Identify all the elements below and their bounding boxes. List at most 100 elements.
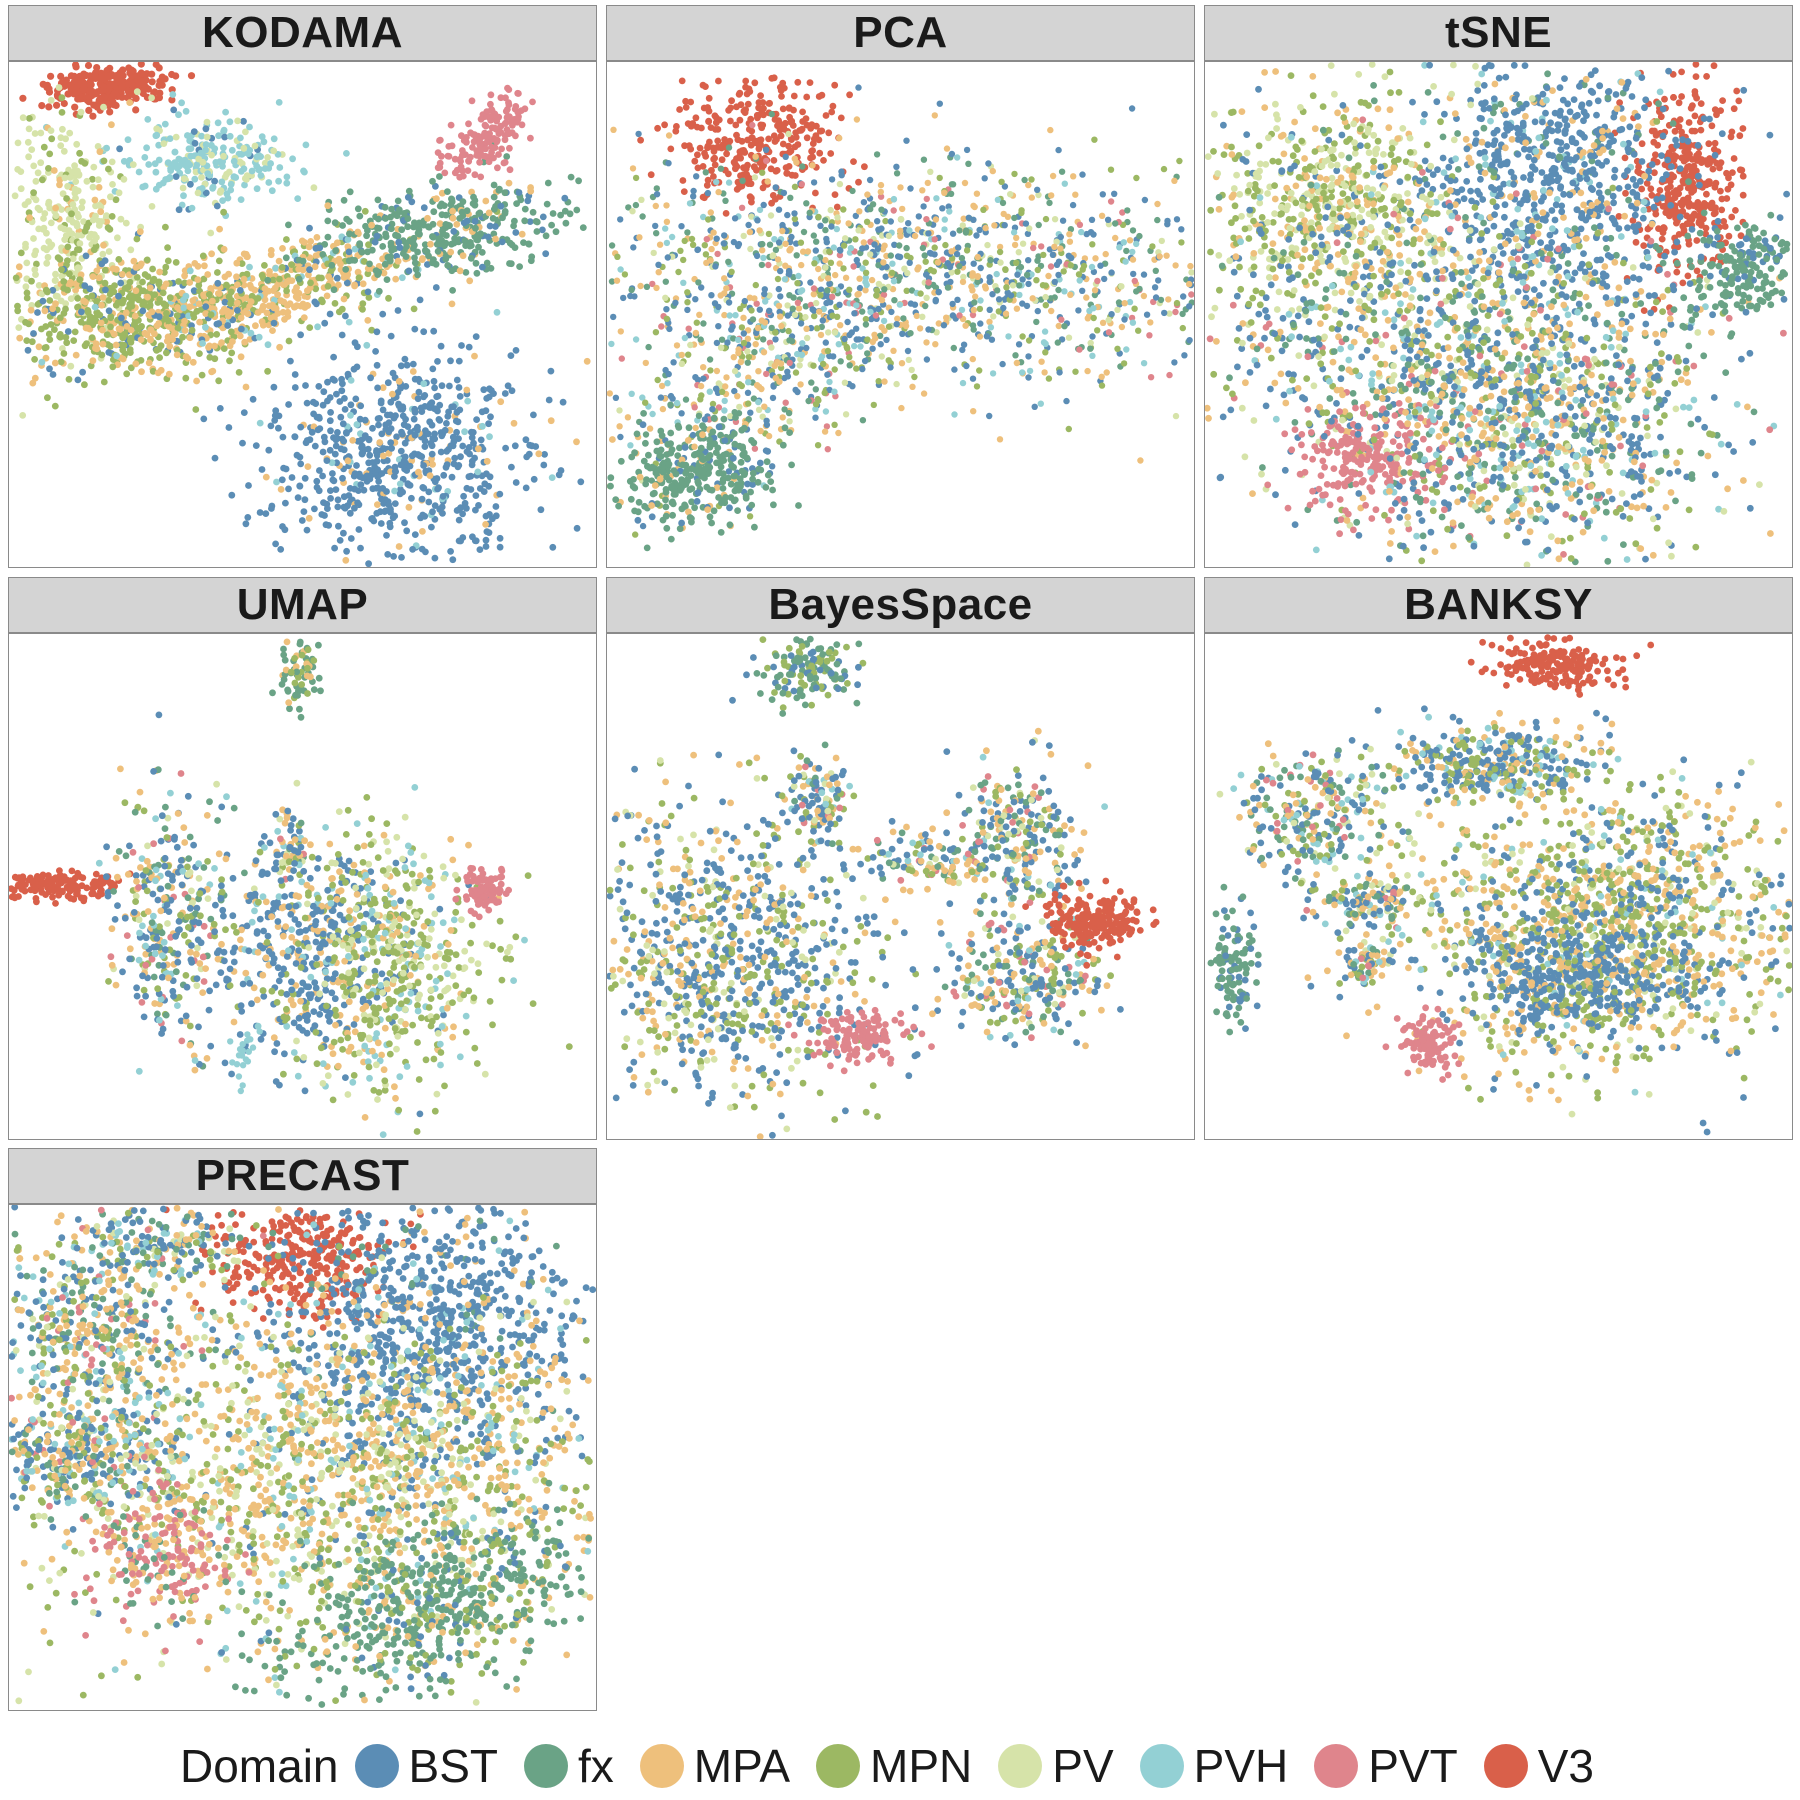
data-point bbox=[286, 300, 294, 308]
data-point bbox=[471, 217, 479, 225]
data-point bbox=[638, 196, 645, 203]
data-point bbox=[76, 149, 83, 157]
data-point bbox=[782, 240, 789, 247]
data-point bbox=[285, 485, 292, 493]
data-point bbox=[396, 490, 404, 498]
data-point bbox=[112, 196, 120, 204]
data-point bbox=[258, 466, 266, 473]
data-point bbox=[963, 227, 970, 234]
data-point bbox=[149, 265, 157, 273]
data-point bbox=[106, 64, 114, 72]
data-point bbox=[475, 243, 482, 251]
data-point bbox=[670, 359, 677, 366]
data-point bbox=[648, 477, 655, 484]
data-point bbox=[61, 174, 69, 182]
data-point bbox=[295, 265, 303, 273]
data-point bbox=[862, 269, 870, 276]
data-point bbox=[363, 232, 370, 240]
data-point bbox=[832, 271, 839, 279]
data-point bbox=[186, 334, 194, 342]
data-point bbox=[45, 330, 53, 338]
data-point bbox=[1034, 307, 1041, 315]
data-point bbox=[782, 153, 789, 160]
data-point bbox=[409, 546, 416, 553]
data-point bbox=[30, 235, 37, 242]
data-point bbox=[118, 314, 125, 322]
data-point bbox=[1084, 367, 1091, 375]
data-point bbox=[225, 270, 233, 278]
data-point bbox=[492, 512, 500, 520]
data-point bbox=[827, 206, 834, 214]
data-point bbox=[199, 340, 207, 347]
data-point bbox=[969, 355, 976, 363]
data-point bbox=[365, 241, 372, 249]
data-point bbox=[507, 260, 515, 268]
data-point bbox=[434, 149, 442, 156]
data-point bbox=[437, 448, 445, 456]
data-point bbox=[485, 420, 492, 428]
data-point bbox=[172, 72, 180, 80]
data-point bbox=[737, 358, 745, 366]
data-point bbox=[662, 366, 669, 374]
data-point bbox=[281, 526, 289, 534]
data-point bbox=[395, 238, 403, 246]
data-point bbox=[916, 325, 924, 332]
data-point bbox=[1118, 283, 1125, 290]
data-point bbox=[1091, 136, 1098, 143]
data-point bbox=[451, 454, 459, 462]
data-point bbox=[275, 424, 282, 432]
data-point bbox=[378, 470, 386, 477]
data-point bbox=[780, 84, 788, 92]
data-point bbox=[209, 183, 217, 191]
data-point bbox=[1122, 258, 1129, 265]
data-point bbox=[201, 262, 208, 270]
data-point bbox=[766, 307, 773, 314]
data-point bbox=[17, 168, 25, 175]
data-point bbox=[377, 399, 385, 407]
data-point bbox=[141, 329, 149, 337]
data-point bbox=[468, 461, 476, 469]
data-point bbox=[456, 215, 464, 222]
data-point bbox=[882, 217, 889, 225]
data-point bbox=[831, 388, 838, 395]
data-point bbox=[763, 157, 770, 165]
data-point bbox=[338, 331, 346, 339]
data-point bbox=[53, 101, 61, 109]
data-point bbox=[939, 256, 946, 263]
data-point bbox=[205, 343, 212, 351]
data-point bbox=[487, 152, 495, 160]
data-point bbox=[240, 250, 248, 258]
data-point bbox=[529, 208, 537, 216]
data-point bbox=[998, 178, 1005, 185]
data-point bbox=[80, 218, 87, 226]
data-point bbox=[56, 181, 63, 189]
data-point bbox=[34, 169, 42, 177]
data-point bbox=[935, 288, 942, 296]
data-point bbox=[752, 153, 759, 160]
data-point bbox=[300, 314, 308, 321]
data-point bbox=[126, 99, 134, 106]
data-point bbox=[459, 198, 467, 206]
data-point bbox=[639, 394, 646, 401]
data-point bbox=[475, 502, 482, 509]
data-point bbox=[456, 393, 464, 400]
data-point bbox=[373, 449, 380, 456]
data-point bbox=[1107, 166, 1115, 173]
data-point bbox=[204, 271, 212, 278]
data-point bbox=[263, 309, 271, 317]
data-point bbox=[92, 317, 100, 325]
data-point bbox=[305, 243, 313, 251]
data-point bbox=[481, 480, 489, 488]
data-point bbox=[942, 241, 949, 249]
data-point bbox=[685, 351, 692, 358]
data-point bbox=[1013, 359, 1021, 367]
data-point bbox=[216, 405, 224, 412]
data-point bbox=[411, 325, 419, 333]
data-point bbox=[510, 419, 518, 427]
data-point bbox=[726, 312, 733, 319]
data-point bbox=[252, 442, 260, 449]
data-point bbox=[737, 154, 744, 162]
data-point bbox=[994, 196, 1002, 203]
data-point bbox=[395, 402, 403, 410]
data-point bbox=[346, 230, 353, 238]
